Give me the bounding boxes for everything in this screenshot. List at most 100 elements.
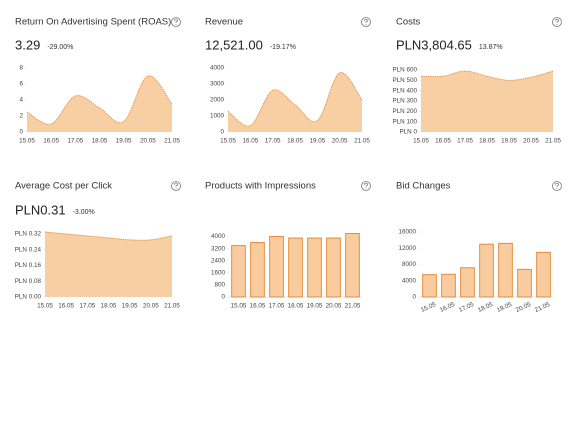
bar <box>422 274 437 298</box>
help-icon-glyph <box>174 18 178 23</box>
line <box>420 70 554 81</box>
bar <box>307 237 322 298</box>
help-icon[interactable] <box>171 181 181 191</box>
x-tick-label: 19.05 <box>122 303 138 310</box>
y-tick-label: PLN 0.16 <box>15 262 42 269</box>
help-icon-glyph <box>555 18 559 23</box>
help-icon-dot <box>365 187 367 189</box>
y-tick-label: PLN 300 <box>392 98 417 105</box>
help-icon[interactable] <box>171 17 181 27</box>
x-tick-label: 15.05 <box>231 303 247 310</box>
y-tick-label: PLN 0 <box>399 129 417 136</box>
help-icon[interactable] <box>361 181 371 191</box>
help-icon-dot <box>365 23 367 25</box>
x-tick-label: 15.05 <box>420 301 438 314</box>
x-tick-label: 18.05 <box>101 303 117 310</box>
help-icon-glyph <box>364 182 368 187</box>
y-tick-label: 4000 <box>210 65 225 72</box>
bar <box>479 243 494 298</box>
y-tick-label: PLN 400 <box>392 87 417 94</box>
x-tick-label: 21.05 <box>164 138 180 145</box>
bar <box>326 237 341 298</box>
y-tick-label: 4 <box>19 97 23 104</box>
x-tick-label: 21.05 <box>354 138 370 145</box>
x-tick-label: 20.05 <box>523 138 539 145</box>
x-tick-label: 19.05 <box>307 303 323 310</box>
x-tick-label: 15.05 <box>19 138 35 145</box>
y-tick-label: 0 <box>220 129 224 136</box>
x-tick-label: 17.05 <box>79 303 95 310</box>
y-tick-label: 6 <box>19 81 23 88</box>
x-tick-label: 19.05 <box>501 138 517 145</box>
bar <box>269 236 284 298</box>
help-icon[interactable] <box>552 17 562 27</box>
y-tick-label: PLN 0.24 <box>15 246 42 253</box>
metric-change: 13.87% <box>479 44 503 51</box>
y-tick-label: PLN 0.08 <box>15 278 42 285</box>
y-tick-label: 0 <box>221 294 225 301</box>
y-tick-label: PLN 200 <box>392 108 417 115</box>
bar <box>441 273 456 298</box>
y-tick-label: PLN 0.00 <box>15 294 42 301</box>
x-tick-label: 17.05 <box>457 138 473 145</box>
widget-title: Bid Changes <box>396 181 451 192</box>
x-tick-label: 20.05 <box>326 303 342 310</box>
help-icon[interactable] <box>361 17 371 27</box>
y-tick-label: 2 <box>19 113 23 120</box>
x-tick-label: 17.05 <box>458 301 476 314</box>
widget-title: Return On Advertising Spent (ROAS) <box>15 17 171 28</box>
x-tick-label: 15.05 <box>413 138 429 145</box>
x-tick-label: 16.05 <box>250 303 266 310</box>
y-tick-label: 800 <box>214 282 225 289</box>
y-tick-label: 4000 <box>211 233 226 240</box>
x-tick-label: 18.05 <box>92 138 108 145</box>
y-tick-label: 3200 <box>211 245 226 252</box>
help-icon-dot <box>175 23 177 25</box>
y-tick-label: 4000 <box>402 277 417 284</box>
area <box>45 232 172 297</box>
bar <box>536 251 551 298</box>
x-tick-label: 16.05 <box>43 138 59 145</box>
x-tick-label: 17.05 <box>67 138 83 145</box>
x-tick-label: 20.05 <box>515 301 533 314</box>
metric-value: PLN3,804.65 <box>396 37 472 52</box>
help-icon-glyph <box>364 18 368 23</box>
y-tick-label: 2400 <box>211 257 226 264</box>
widget-title: Average Cost per Click <box>15 181 112 192</box>
x-tick-label: 19.05 <box>309 138 325 145</box>
help-icon-dot <box>556 23 558 25</box>
y-tick-label: 1600 <box>211 269 226 276</box>
y-tick-label: 2000 <box>210 97 225 104</box>
help-icon-glyph <box>555 182 559 187</box>
x-tick-label: 20.05 <box>143 303 159 310</box>
x-tick-label: 19.05 <box>496 301 514 314</box>
help-icon[interactable] <box>552 181 562 191</box>
y-tick-label: 0 <box>19 129 23 136</box>
y-tick-label: PLN 0.32 <box>15 231 42 238</box>
help-icon-glyph <box>174 182 178 187</box>
bar <box>460 267 475 298</box>
x-tick-label: 20.05 <box>140 138 156 145</box>
x-tick-label: 16.05 <box>435 138 451 145</box>
y-tick-label: 16000 <box>398 229 416 236</box>
x-tick-label: 21.05 <box>345 303 361 310</box>
x-tick-label: 20.05 <box>332 138 348 145</box>
bar <box>498 242 513 298</box>
x-tick-label: 16.05 <box>242 138 258 145</box>
y-tick-label: 1000 <box>210 113 225 120</box>
x-tick-label: 21.05 <box>534 301 552 314</box>
help-icon-dot <box>175 187 177 189</box>
x-tick-label: 15.05 <box>220 138 236 145</box>
y-tick-label: PLN 100 <box>392 118 417 125</box>
x-tick-label: 17.05 <box>269 303 285 310</box>
metric-change: -29.00% <box>47 44 73 51</box>
x-tick-label: 15.05 <box>37 303 53 310</box>
widget-title: Revenue <box>205 17 243 28</box>
bar <box>250 242 265 298</box>
x-tick-label: 21.05 <box>164 303 180 310</box>
x-tick-label: 18.05 <box>477 301 495 314</box>
metric-value: PLN0.31 <box>15 202 66 217</box>
y-tick-label: 0 <box>412 294 416 301</box>
y-tick-label: PLN 600 <box>392 67 417 74</box>
widget-title: Costs <box>396 17 421 28</box>
